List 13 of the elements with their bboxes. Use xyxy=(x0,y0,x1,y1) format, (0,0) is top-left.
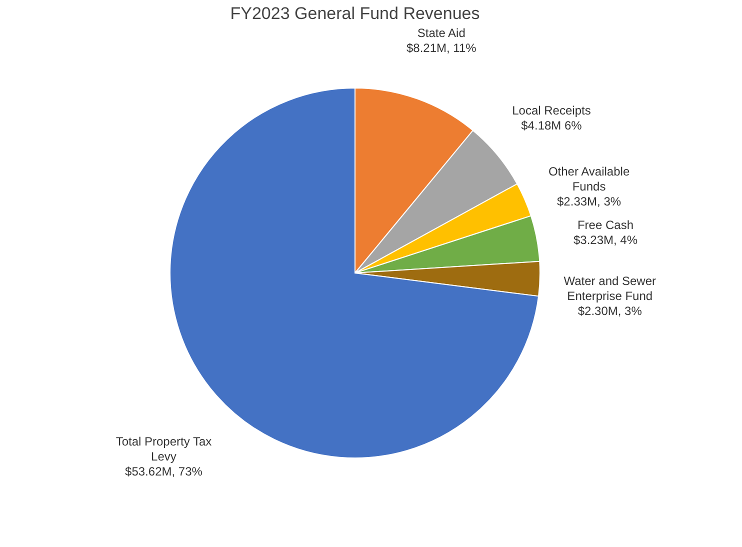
data-label: $8.21M, 11% xyxy=(406,41,477,56)
data-label: $2.33M, 3% xyxy=(557,194,622,209)
data-label: $4.18M 6% xyxy=(521,118,582,132)
slice-label: Other Available Funds xyxy=(548,164,630,194)
data-label: $3.23M, 4% xyxy=(573,233,638,248)
data-label: $2.30M, 3% xyxy=(578,304,642,318)
slice-label: Local Receipts xyxy=(512,103,591,118)
chart-title: FY2023 General Fund Revenues xyxy=(230,4,480,24)
slice-label: Total Property Tax Levy xyxy=(116,434,212,464)
slice-label: State Aid xyxy=(417,26,466,40)
slice-label: Water and Sewer Enterprise Fund xyxy=(564,274,656,304)
data-label: $53.62M, 73% xyxy=(125,464,203,479)
slice-label: Free Cash xyxy=(577,218,634,232)
